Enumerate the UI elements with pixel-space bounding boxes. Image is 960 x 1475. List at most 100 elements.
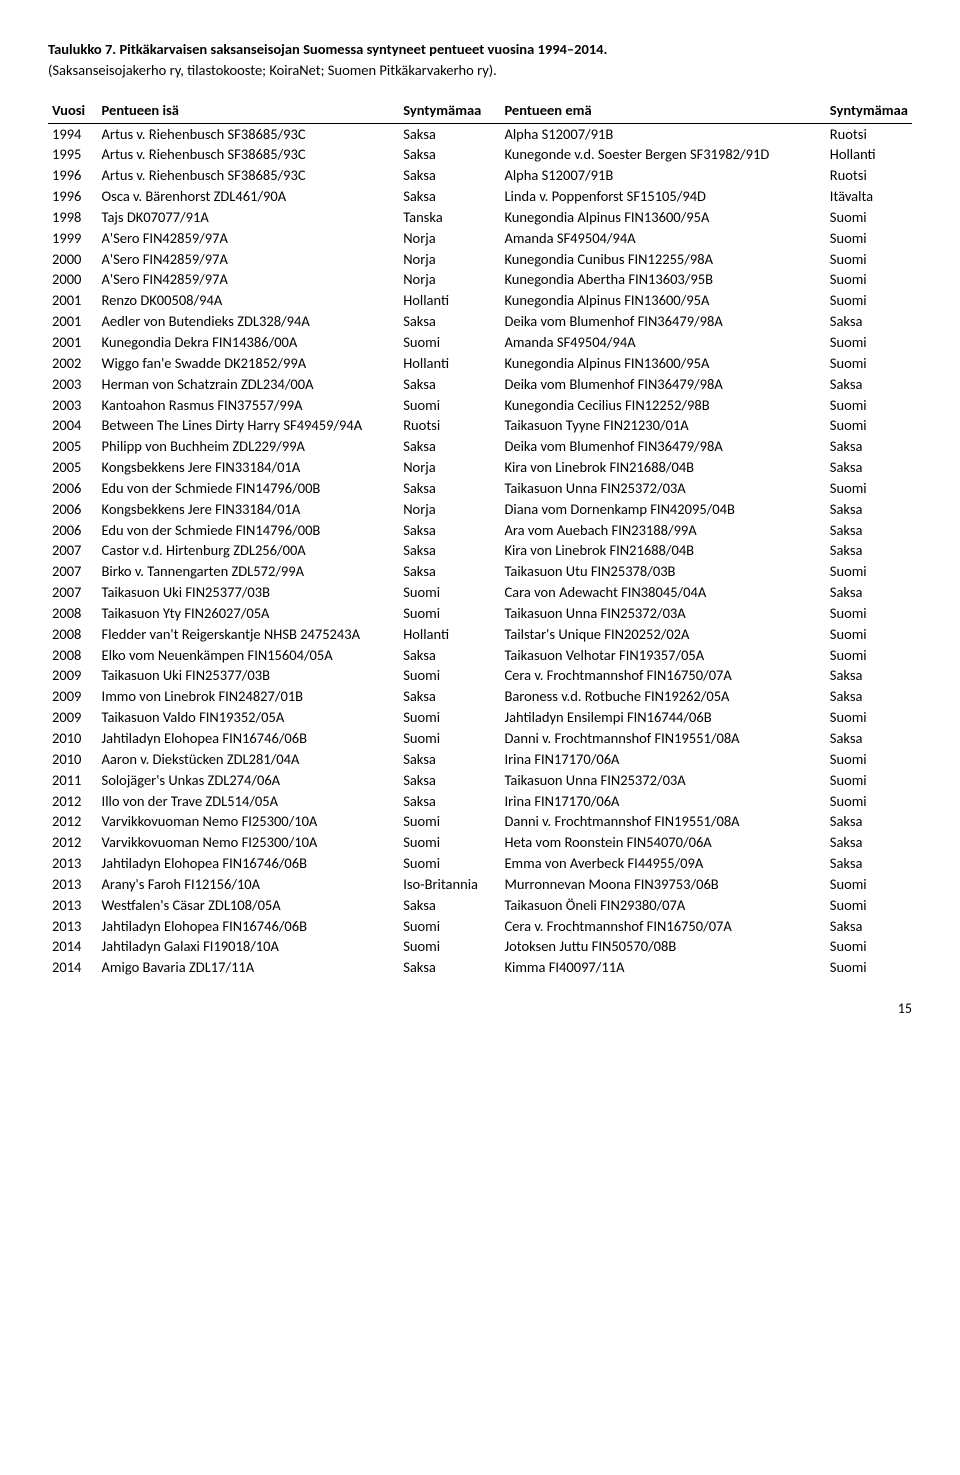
- table-cell: Varvikkovuoman Nemo FI25300/10A: [98, 832, 400, 853]
- table-cell: Saksa: [399, 895, 500, 916]
- table-cell: Jahtiladyn Elohopea FIN16746/06B: [98, 916, 400, 937]
- table-cell: Saksa: [826, 853, 912, 874]
- table-row: 2001Renzo DK00508/94AHollantiKunegondia …: [48, 290, 912, 311]
- table-cell: Artus v. Riehenbusch SF38685/93C: [98, 123, 400, 144]
- table-cell: Saksa: [399, 561, 500, 582]
- table-cell: Kongsbekkens Jere FIN33184/01A: [98, 457, 400, 478]
- table-cell: Varvikkovuoman Nemo FI25300/10A: [98, 811, 400, 832]
- table-cell: Jahtiladyn Elohopea FIN16746/06B: [98, 853, 400, 874]
- table-cell: Norja: [399, 249, 500, 270]
- table-cell: Suomi: [399, 395, 500, 416]
- table-row: 2002Wiggo fan'e Swadde DK21852/99AHollan…: [48, 353, 912, 374]
- table-cell: Amigo Bavaria ZDL17/11A: [98, 957, 400, 978]
- table-cell: Suomi: [826, 228, 912, 249]
- table-cell: Illo von der Trave ZDL514/05A: [98, 791, 400, 812]
- table-cell: Kunegondia Alpinus FIN13600/95A: [500, 290, 825, 311]
- table-cell: Taikasuon Yty FIN26027/05A: [98, 603, 400, 624]
- table-cell: Saksa: [399, 311, 500, 332]
- table-cell: Kunegondia Abertha FIN13603/95B: [500, 269, 825, 290]
- table-cell: Taikasuon Unna FIN25372/03A: [500, 603, 825, 624]
- table-cell: Birko v. Tannengarten ZDL572/99A: [98, 561, 400, 582]
- table-cell: Kunegondia Cecilius FIN12252/98B: [500, 395, 825, 416]
- table-row: 2013Westfalen's Cäsar ZDL108/05ASaksaTai…: [48, 895, 912, 916]
- table-row: 2006Edu von der Schmiede FIN14796/00BSak…: [48, 478, 912, 499]
- table-cell: 2001: [48, 290, 98, 311]
- table-cell: Edu von der Schmiede FIN14796/00B: [98, 520, 400, 541]
- table-cell: Arany's Faroh FI12156/10A: [98, 874, 400, 895]
- table-row: 2001Aedler von Butendieks ZDL328/94ASaks…: [48, 311, 912, 332]
- table-cell: Herman von Schatzrain ZDL234/00A: [98, 374, 400, 395]
- table-cell: Saksa: [399, 749, 500, 770]
- table-row: 1996Artus v. Riehenbusch SF38685/93CSaks…: [48, 165, 912, 186]
- table-cell: Alpha S12007/91B: [500, 165, 825, 186]
- table-cell: Taikasuon Valdo FIN19352/05A: [98, 707, 400, 728]
- table-cell: 1999: [48, 228, 98, 249]
- table-cell: 2007: [48, 582, 98, 603]
- header-year: Vuosi: [48, 98, 98, 123]
- table-cell: Saksa: [826, 374, 912, 395]
- table-cell: Suomi: [826, 269, 912, 290]
- table-row: 2014Amigo Bavaria ZDL17/11ASaksaKimma FI…: [48, 957, 912, 978]
- table-header-row: Vuosi Pentueen isä Syntymämaa Pentueen e…: [48, 98, 912, 123]
- table-cell: Irina FIN17170/06A: [500, 791, 825, 812]
- table-cell: Suomi: [826, 207, 912, 228]
- table-row: 2013Arany's Faroh FI12156/10AIso-Britann…: [48, 874, 912, 895]
- table-cell: Suomi: [826, 791, 912, 812]
- table-cell: Taikasuon Öneli FIN29380/07A: [500, 895, 825, 916]
- table-cell: 2012: [48, 811, 98, 832]
- table-row: 2010Jahtiladyn Elohopea FIN16746/06BSuom…: [48, 728, 912, 749]
- table-row: 2008Fledder van't Reigerskantje NHSB 247…: [48, 624, 912, 645]
- table-cell: Amanda SF49504/94A: [500, 332, 825, 353]
- table-cell: Taikasuon Unna FIN25372/03A: [500, 478, 825, 499]
- table-row: 2008Taikasuon Yty FIN26027/05ASuomiTaika…: [48, 603, 912, 624]
- table-cell: 2008: [48, 645, 98, 666]
- table-cell: Saksa: [399, 540, 500, 561]
- table-cell: 2000: [48, 269, 98, 290]
- table-row: 1995Artus v. Riehenbusch SF38685/93CSaks…: [48, 144, 912, 165]
- table-cell: Saksa: [399, 436, 500, 457]
- table-cell: 2002: [48, 353, 98, 374]
- table-cell: Suomi: [826, 332, 912, 353]
- table-cell: Kunegondia Dekra FIN14386/00A: [98, 332, 400, 353]
- table-cell: Kira von Linebrok FIN21688/04B: [500, 457, 825, 478]
- table-cell: Jahtiladyn Elohopea FIN16746/06B: [98, 728, 400, 749]
- table-row: 2009Taikasuon Uki FIN25377/03BSuomiCera …: [48, 665, 912, 686]
- table-cell: 2012: [48, 791, 98, 812]
- header-sire: Pentueen isä: [98, 98, 400, 123]
- table-cell: Linda v. Poppenforst SF15105/94D: [500, 186, 825, 207]
- table-cell: Suomi: [826, 624, 912, 645]
- table-cell: Norja: [399, 457, 500, 478]
- table-row: 2004Between The Lines Dirty Harry SF4945…: [48, 415, 912, 436]
- table-row: 2012Varvikkovuoman Nemo FI25300/10ASuomi…: [48, 811, 912, 832]
- table-row: 2008Elko vom Neuenkämpen FIN15604/05ASak…: [48, 645, 912, 666]
- table-cell: Suomi: [826, 895, 912, 916]
- table-cell: Suomi: [826, 353, 912, 374]
- table-cell: Renzo DK00508/94A: [98, 290, 400, 311]
- litters-table: Vuosi Pentueen isä Syntymämaa Pentueen e…: [48, 98, 912, 978]
- table-cell: Tajs DK07077/91A: [98, 207, 400, 228]
- table-cell: Saksa: [826, 499, 912, 520]
- table-cell: Norja: [399, 269, 500, 290]
- table-cell: Saksa: [399, 686, 500, 707]
- table-cell: Hollanti: [826, 144, 912, 165]
- table-cell: Saksa: [399, 770, 500, 791]
- table-row: 2012Illo von der Trave ZDL514/05ASaksaIr…: [48, 791, 912, 812]
- table-cell: Ruotsi: [826, 123, 912, 144]
- table-cell: 2001: [48, 311, 98, 332]
- table-cell: Between The Lines Dirty Harry SF49459/94…: [98, 415, 400, 436]
- table-cell: Ara vom Auebach FIN23188/99A: [500, 520, 825, 541]
- table-cell: 2003: [48, 374, 98, 395]
- table-cell: Kunegondia Alpinus FIN13600/95A: [500, 207, 825, 228]
- table-cell: Deika vom Blumenhof FIN36479/98A: [500, 436, 825, 457]
- table-cell: 2006: [48, 478, 98, 499]
- table-cell: 2003: [48, 395, 98, 416]
- table-cell: Suomi: [826, 749, 912, 770]
- table-cell: Saksa: [826, 311, 912, 332]
- table-row: 2000A'Sero FIN42859/97ANorjaKunegondia A…: [48, 269, 912, 290]
- table-cell: Taikasuon Uki FIN25377/03B: [98, 665, 400, 686]
- table-cell: 2009: [48, 665, 98, 686]
- table-cell: Suomi: [826, 645, 912, 666]
- table-cell: 1996: [48, 186, 98, 207]
- table-cell: Ruotsi: [399, 415, 500, 436]
- table-cell: Danni v. Frochtmannshof FIN19551/08A: [500, 728, 825, 749]
